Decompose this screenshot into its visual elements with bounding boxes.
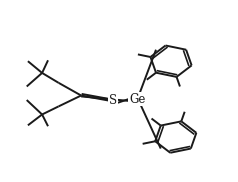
Text: Ge: Ge <box>129 93 145 106</box>
Text: S: S <box>109 94 117 107</box>
